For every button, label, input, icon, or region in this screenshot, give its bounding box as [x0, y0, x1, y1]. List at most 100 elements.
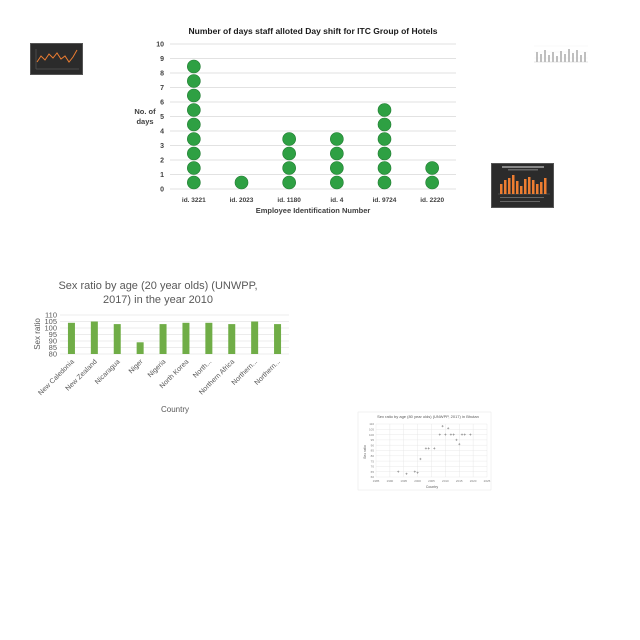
chart3-point	[427, 447, 430, 450]
chart1-dot	[377, 103, 392, 117]
chart1-ytick-label: 1	[160, 172, 164, 179]
chart1-dot	[377, 161, 392, 175]
chart1-xtick-label: id. 2023	[230, 197, 254, 204]
chart3-point	[397, 470, 400, 473]
chart1-dot	[187, 88, 201, 103]
chart1-dot	[187, 146, 201, 161]
chart3-xlabel: Country	[426, 485, 439, 489]
chart1-dot	[282, 146, 296, 161]
chart2-bar	[113, 324, 121, 354]
chart3-point	[463, 433, 466, 436]
chart2-bar	[205, 322, 213, 354]
chart1-dot	[187, 59, 201, 74]
chart2-title-line1: Sex ratio by age (20 year olds) (UNWPP,	[58, 280, 257, 292]
chart2-ylabel: Sex ratio	[33, 318, 42, 350]
chart3-point	[452, 433, 455, 436]
chart3-point	[441, 425, 444, 428]
chart2-bar	[67, 322, 75, 354]
chart1-dot	[377, 175, 392, 190]
chart1-xtick-label: id. 2220	[420, 197, 444, 204]
chart2-xtick-label: Niger	[128, 358, 145, 375]
chart3-point	[447, 427, 450, 430]
chart3-point	[469, 433, 472, 436]
chart1-xtick-label: id. 4	[330, 197, 343, 204]
chart1-title: Number of days staff alloted Day shift f…	[189, 26, 438, 36]
chart2-bar	[90, 321, 98, 354]
chart3-ytick-label: 60	[371, 475, 375, 479]
chart1-dot	[282, 161, 296, 175]
chart1-ylabel-line1: No. of	[134, 107, 156, 116]
chart3-point	[460, 433, 464, 436]
chart2-ytick-label: 110	[45, 311, 57, 320]
chart1-ylabel-line2: days	[136, 117, 153, 126]
chart3-xtick-label: 2015	[456, 479, 463, 483]
chart3-xtick-label: 2020	[470, 479, 477, 483]
chart1-xlabel: Employee Identification Number	[256, 206, 371, 215]
chart3-point	[416, 471, 419, 474]
chart1-ytick-label: 6	[160, 100, 164, 107]
chart2-bar	[228, 324, 236, 354]
chart1-dot	[187, 117, 201, 132]
chart1-dot	[425, 161, 439, 175]
chart2-ytick-label: 100	[44, 324, 57, 333]
chart1-dot	[377, 146, 392, 161]
chart3-title: Sex ratio by age (80 year olds) (UNWPP, …	[377, 414, 479, 419]
chart2-bar	[182, 322, 190, 354]
chart1-dot	[187, 175, 201, 190]
chart2-xtick-label: Nicaragua	[94, 358, 122, 386]
chart3-point	[419, 457, 422, 461]
line-chart-thumbnail	[30, 43, 83, 75]
chart1-ytick-label: 5	[160, 114, 164, 121]
chart1-ytick-label: 2	[160, 158, 164, 165]
chart3-xtick-label: 2005	[428, 479, 435, 483]
chart1-dot	[425, 175, 439, 190]
chart3-ytick-label: 85	[371, 449, 375, 453]
chart1-dot	[234, 175, 249, 190]
chart1-dot	[330, 146, 344, 161]
chart2-xtick-label: Nigeria	[147, 358, 168, 379]
chart2-ytick-label: 90	[49, 337, 57, 346]
chart1-ytick-label: 9	[160, 56, 164, 63]
chart3-ytick-label: 105	[369, 428, 374, 432]
chart3-ytick-label: 100	[369, 433, 374, 437]
chart3-point	[458, 443, 461, 446]
chart1-xtick-label: id. 9724	[373, 197, 397, 204]
chart3-xtick-label: 1990	[387, 479, 394, 483]
chart2-ytick-label: 105	[44, 317, 57, 326]
chart1-dot	[330, 175, 344, 190]
chart1-xtick-label: id. 1180	[277, 197, 301, 204]
chart3-point	[444, 433, 447, 436]
chart1-dot	[187, 74, 201, 88]
chart3-ytick-label: 70	[371, 465, 375, 469]
chart3-ytick-label: 90	[371, 443, 375, 447]
chart2-bar	[136, 342, 144, 354]
chart2-bar	[159, 324, 167, 354]
chart3-ytick-label: 80	[371, 454, 375, 458]
chart1-xtick-label: id. 3221	[182, 197, 206, 204]
chart1-ytick-label: 4	[160, 129, 164, 136]
chart1-dot	[330, 161, 344, 175]
chart3-point	[413, 470, 416, 473]
chart3-xtick-label: 1995	[400, 479, 407, 483]
chart1-dot	[330, 132, 344, 146]
chart1-ytick-label: 10	[156, 42, 164, 49]
chart3-ytick-label: 65	[371, 470, 375, 474]
bar-chart-thumbnail	[528, 40, 592, 74]
chart3-xtick-label: 2010	[442, 479, 449, 483]
chart3-ytick-label: 75	[371, 459, 375, 463]
chart2-bar	[251, 321, 259, 354]
chart1-ytick-label: 7	[160, 85, 164, 92]
chart1-dot	[377, 117, 392, 132]
chart1-dot	[282, 175, 296, 190]
chart3-point	[449, 433, 453, 436]
chart3-xtick-label: 1985	[373, 479, 380, 483]
chart3-ytick-label: 110	[369, 422, 374, 426]
chart3-point	[438, 433, 441, 436]
orange-bar-chart-thumbnail	[491, 163, 554, 208]
chart1-dot	[187, 103, 201, 117]
chart1-ytick-label: 3	[160, 143, 164, 150]
chart3-point	[405, 472, 408, 475]
chart2-bar	[274, 324, 282, 354]
chart1-ytick-label: 8	[160, 71, 164, 78]
